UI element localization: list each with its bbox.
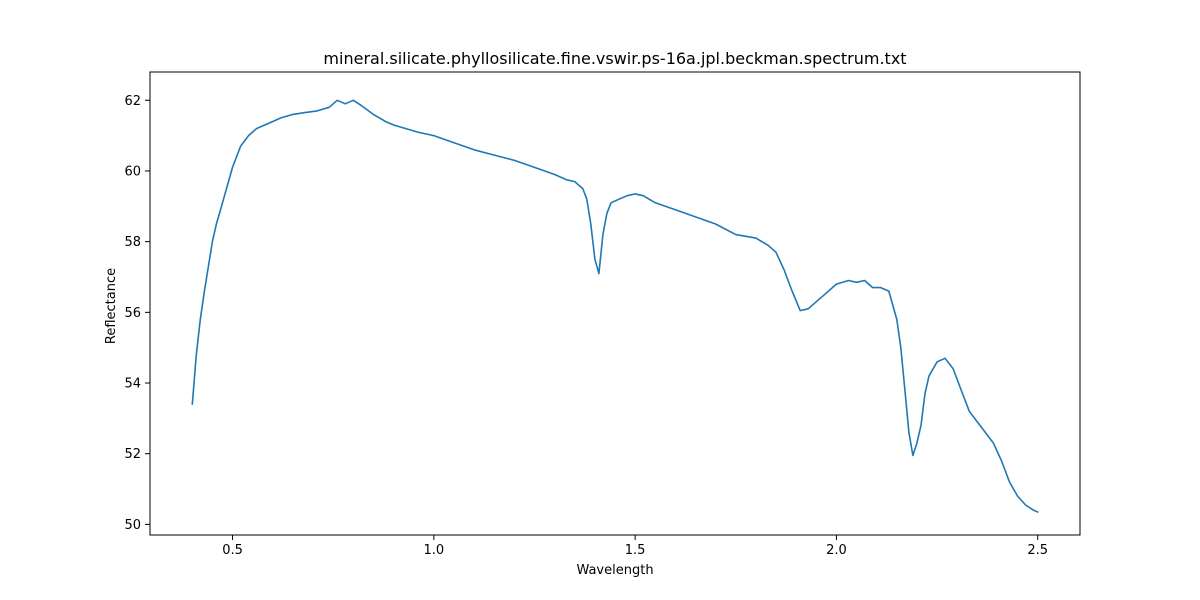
y-tick-label: 52 bbox=[124, 447, 141, 462]
axes-frame bbox=[149, 71, 1081, 536]
x-tick-label: 2.5 bbox=[1027, 543, 1048, 558]
chart-title: mineral.silicate.phyllosilicate.fine.vsw… bbox=[323, 49, 906, 68]
y-tick-label: 54 bbox=[124, 377, 141, 392]
y-tick-label: 62 bbox=[124, 94, 141, 109]
y-tick-label: 58 bbox=[124, 235, 141, 250]
plot-area: 0.5 1.0 1.5 2.0 2.5 50 52 54 56 58 60 62 bbox=[124, 71, 1081, 558]
series-line-0 bbox=[191, 99, 1039, 513]
y-axis-title: Reflectance bbox=[104, 268, 119, 344]
x-tick-label: 2.0 bbox=[826, 543, 847, 558]
x-tick-label: 1.5 bbox=[625, 543, 646, 558]
y-tick-label: 50 bbox=[124, 518, 141, 533]
x-tick-label: 1.0 bbox=[423, 543, 444, 558]
x-tick-label: 0.5 bbox=[222, 543, 243, 558]
x-axis-title: Wavelength bbox=[576, 563, 653, 578]
y-tick-label: 60 bbox=[124, 164, 141, 179]
y-tick-label: 56 bbox=[124, 306, 141, 321]
